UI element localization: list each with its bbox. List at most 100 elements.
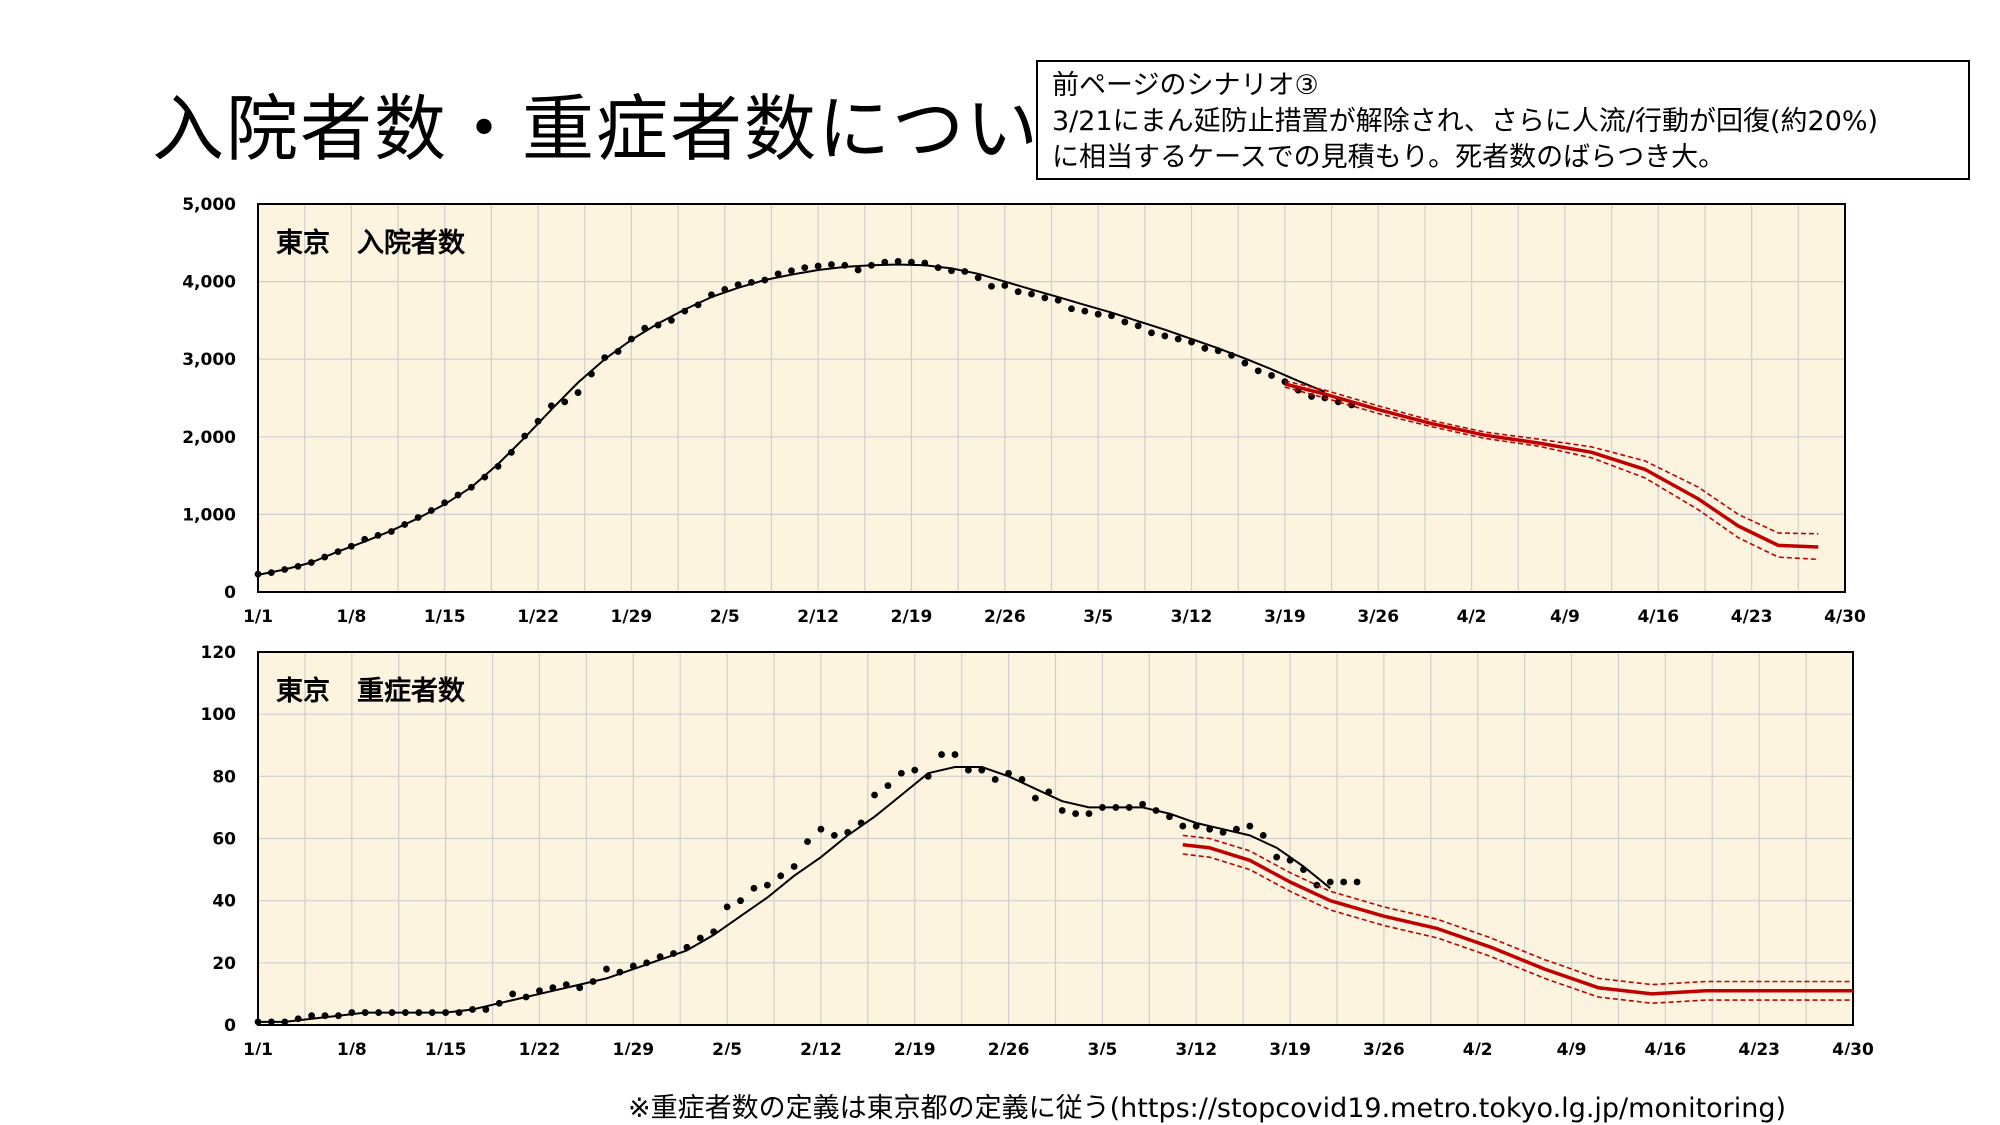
chart-title: 東京 重症者数 <box>276 675 466 707</box>
observed-point <box>1028 290 1035 298</box>
y-tick-label: 20 <box>212 954 236 974</box>
observed-point <box>1268 372 1275 379</box>
observed-point <box>854 266 862 274</box>
observed-point <box>774 270 782 278</box>
chart-svg: 1/1 1/8 1/15 1/22 1/29 2/5 2/12 2/19 2/26 3/5 3/12… <box>182 195 1866 627</box>
projection-line <box>1284 382 1819 549</box>
observed-point <box>1001 282 1009 289</box>
observed-point <box>1041 294 1049 302</box>
x-tick-label: 4/2 <box>1463 1040 1493 1055</box>
observed-point <box>1259 831 1267 839</box>
observed-point <box>1148 329 1155 337</box>
x-tick-label: 1/1 <box>243 607 273 627</box>
observed-point <box>603 965 610 973</box>
x-tick-label: 4/30 <box>1824 607 1866 627</box>
x-tick-label: 4/16 <box>1637 607 1679 627</box>
observed-point <box>1273 853 1281 861</box>
x-tick-label: 2/12 <box>797 607 839 627</box>
x-tick-label: 3/5 <box>1087 1040 1117 1055</box>
x-tick-label: 3/26 <box>1357 607 1399 627</box>
observed-point <box>1094 310 1102 318</box>
x-tick-label: 2/26 <box>984 607 1026 627</box>
observed-point <box>1068 305 1075 313</box>
trend-line <box>258 766 1331 1023</box>
x-tick-label: 1/29 <box>611 607 653 627</box>
observed-point <box>561 398 569 406</box>
observed-point <box>1254 367 1262 375</box>
x-tick-label: 2/12 <box>800 1040 842 1055</box>
observed-point <box>723 903 731 911</box>
observed-point <box>964 766 972 774</box>
observed-point <box>1058 807 1066 814</box>
projection-upper-bound <box>1182 834 1853 986</box>
page-title: 入院者数・重症者数について <box>152 87 1112 171</box>
x-tick-label: 1/15 <box>424 607 466 627</box>
scenario-line-3: に相当するケースでの見積もり。死者数のばらつき大。 <box>1052 142 1726 173</box>
observed-point <box>938 751 945 758</box>
observed-point <box>1031 794 1039 802</box>
observed-point <box>974 274 982 282</box>
observed-point <box>951 751 959 758</box>
x-tick-label: 2/19 <box>894 1040 936 1055</box>
observed-point <box>1233 825 1240 833</box>
observed-point <box>750 884 758 892</box>
x-tick-label: 4/23 <box>1731 607 1773 627</box>
x-tick-label: 1/15 <box>425 1040 467 1055</box>
observed-point <box>574 389 582 396</box>
observed-point <box>804 838 811 846</box>
observed-point <box>1134 322 1142 330</box>
observed-point <box>991 776 999 783</box>
observed-point <box>830 831 838 839</box>
observed-point <box>1340 878 1348 886</box>
x-tick-label: 1/8 <box>337 1040 367 1055</box>
x-tick-label: 3/19 <box>1264 607 1306 627</box>
x-tick-label: 4/9 <box>1557 1040 1587 1055</box>
y-tick-label: 0 <box>224 583 236 603</box>
x-tick-label: 2/5 <box>712 1040 742 1055</box>
observed-point <box>828 261 835 268</box>
x-tick-label: 4/30 <box>1832 1040 1874 1055</box>
y-tick-label: 1,000 <box>182 505 236 525</box>
y-tick-label: 3,000 <box>182 350 236 370</box>
y-tick-label: 120 <box>201 643 237 663</box>
observed-point <box>1308 393 1315 400</box>
x-tick-label: 3/12 <box>1175 1040 1217 1055</box>
observed-point <box>1072 810 1080 818</box>
y-tick-label: 80 <box>212 767 236 787</box>
y-tick-label: 2,000 <box>182 428 236 448</box>
x-tick-label: 3/5 <box>1083 607 1113 627</box>
observed-point <box>911 766 919 774</box>
y-tick-label: 4,000 <box>182 273 236 293</box>
observed-point <box>1241 359 1249 367</box>
severe-chart: 1/1 1/8 1/15 1/22 1/29 2/5 2/12 2/19 2/26 3/5 3/12… <box>0 640 1900 1055</box>
observed-point <box>884 782 892 790</box>
observed-point <box>1326 878 1334 886</box>
x-tick-label: 3/19 <box>1269 1040 1311 1055</box>
observed-point <box>801 264 809 272</box>
x-tick-label: 2/26 <box>988 1040 1030 1055</box>
observed-point <box>1174 335 1182 343</box>
observed-point <box>509 990 517 998</box>
observed-point <box>1139 800 1147 808</box>
x-tick-label: 1/29 <box>612 1040 654 1055</box>
y-tick-label: 0 <box>224 1016 236 1036</box>
projection-lower-bound <box>1284 386 1819 561</box>
observed-point <box>1014 288 1022 296</box>
plot-frame <box>257 651 1854 1026</box>
projection-line <box>1182 842 1853 996</box>
observed-point <box>1179 822 1187 830</box>
x-tick-label: 1/22 <box>517 607 559 627</box>
y-tick-label: 5,000 <box>182 195 236 215</box>
observed-point <box>817 825 825 833</box>
projection-lower-bound <box>1182 853 1853 1005</box>
observed-point <box>507 448 515 456</box>
observed-point <box>897 769 905 777</box>
x-tick-label: 4/23 <box>1738 1040 1780 1055</box>
x-tick-label: 4/9 <box>1550 607 1580 627</box>
observed-point <box>696 934 704 942</box>
observed-point <box>521 432 529 440</box>
observed-point <box>1081 307 1089 315</box>
chart-svg: 1/1 1/8 1/15 1/22 1/29 2/5 2/12 2/19 2/26 3/5 3/12… <box>201 643 1875 1055</box>
observed-point <box>763 881 771 889</box>
observed-point <box>1085 810 1093 818</box>
